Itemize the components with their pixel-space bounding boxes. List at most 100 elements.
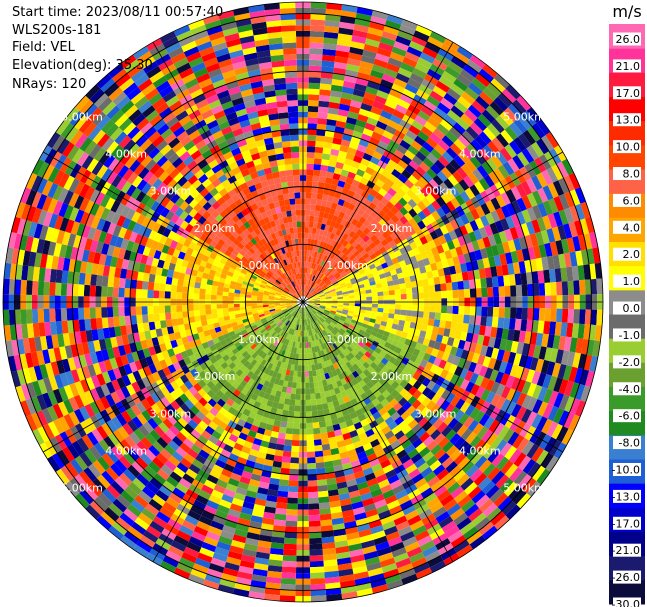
- gate-cell: [484, 224, 494, 237]
- gate-cell: [469, 155, 482, 169]
- gate-cell: [310, 572, 325, 579]
- gate-cell: [334, 167, 343, 175]
- gate-cell: [308, 274, 312, 280]
- gate-cell: [509, 467, 523, 482]
- gate-cell: [486, 158, 498, 172]
- gate-cell: [342, 333, 349, 340]
- gate-cell: [542, 374, 552, 389]
- gate-cell: [350, 266, 358, 272]
- gate-cell: [507, 329, 515, 341]
- gate-cell: [589, 355, 598, 372]
- gate-cell: [395, 375, 404, 385]
- gate-cell: [335, 288, 342, 293]
- gate-cell: [380, 79, 394, 89]
- gate-cell: [305, 285, 308, 291]
- gate-cell: [531, 219, 541, 234]
- gate-cell: [338, 330, 345, 336]
- gate-cell: [325, 219, 332, 226]
- gate-cell: [342, 307, 349, 311]
- gate-cell: [348, 223, 356, 231]
- gate-cell: [337, 180, 346, 188]
- gate-cell: [458, 179, 470, 191]
- gate-cell: [351, 257, 358, 264]
- gate-cell: [393, 41, 409, 52]
- gate-cell: [446, 257, 455, 267]
- gate-cell: [406, 304, 413, 311]
- gate-cell: [429, 291, 436, 299]
- gate-cell: [454, 182, 465, 195]
- gate-cell: [313, 293, 319, 297]
- gate-cell: [503, 274, 511, 287]
- gate-cell: [432, 174, 444, 186]
- gate-cell: [416, 279, 424, 287]
- gate-cell: [327, 107, 339, 115]
- gate-cell: [450, 219, 460, 230]
- gate-cell: [305, 405, 312, 412]
- gate-cell: [518, 114, 532, 130]
- gate-cell: [510, 340, 519, 354]
- gate-cell: [438, 75, 454, 88]
- gate-cell: [327, 113, 338, 121]
- gate-cell: [420, 324, 428, 332]
- gate-cell: [321, 284, 327, 289]
- gate-cell: [536, 217, 547, 232]
- gate-cell: [445, 163, 457, 175]
- gate-cell: [317, 246, 323, 254]
- gate-cell: [485, 212, 495, 225]
- gate-cell: [357, 318, 364, 324]
- gate-cell: [364, 147, 375, 157]
- gate-cell: [488, 419, 500, 433]
- gate-cell: [480, 215, 490, 227]
- gate-cell: [399, 24, 416, 36]
- gate-cell: [398, 336, 407, 344]
- gate-cell: [101, 307, 108, 318]
- gate-cell: [306, 440, 315, 447]
- gate-cell: [443, 232, 453, 243]
- gate-cell: [430, 148, 442, 160]
- gate-cell: [414, 62, 430, 74]
- gate-cell: [441, 352, 450, 362]
- gate-cell: [455, 347, 464, 358]
- gate-cell: [472, 422, 484, 436]
- gate-cell: [437, 327, 445, 336]
- gate-cell: [444, 344, 453, 354]
- gate-cell: [443, 414, 454, 426]
- gate-cell: [371, 288, 378, 293]
- gate-cell: [289, 474, 299, 481]
- gate-cell: [306, 157, 315, 164]
- gate-cell: [338, 319, 345, 324]
- gate-cell: [426, 152, 438, 164]
- gate-cell: [327, 265, 333, 272]
- gate-cell: [423, 100, 437, 112]
- gate-cell: [499, 111, 514, 126]
- gate-cell: [470, 208, 480, 220]
- gate-cell: [512, 262, 521, 275]
- gate-cell: [350, 332, 358, 338]
- gate-cell: [467, 419, 479, 432]
- gate-cell: [391, 83, 405, 94]
- gate-cell: [353, 125, 365, 134]
- gate-cell: [426, 168, 437, 179]
- gate-cell: [395, 210, 404, 220]
- gate-cell: [397, 324, 404, 332]
- gate-cell: [344, 158, 354, 166]
- gate-cell: [370, 226, 379, 235]
- gate-cell: [348, 274, 356, 280]
- gate-cell: [402, 326, 410, 334]
- gate-cell: [443, 267, 451, 276]
- gate-cell: [423, 121, 437, 133]
- gate-cell: [365, 38, 380, 48]
- gate-cell: [320, 432, 329, 440]
- gate-cell: [369, 318, 376, 324]
- gate-cell: [426, 95, 441, 108]
- gate-cell: [335, 249, 342, 257]
- gate-cell: [468, 315, 476, 325]
- gate-cell: [307, 244, 311, 251]
- gate-cell: [537, 187, 549, 203]
- gate-cell: [310, 13, 326, 21]
- gate-cell: [480, 277, 487, 288]
- gate-cell: [482, 236, 492, 248]
- gate-cell: [304, 279, 306, 285]
- gate-cell: [414, 238, 423, 248]
- gate-cell: [580, 385, 591, 403]
